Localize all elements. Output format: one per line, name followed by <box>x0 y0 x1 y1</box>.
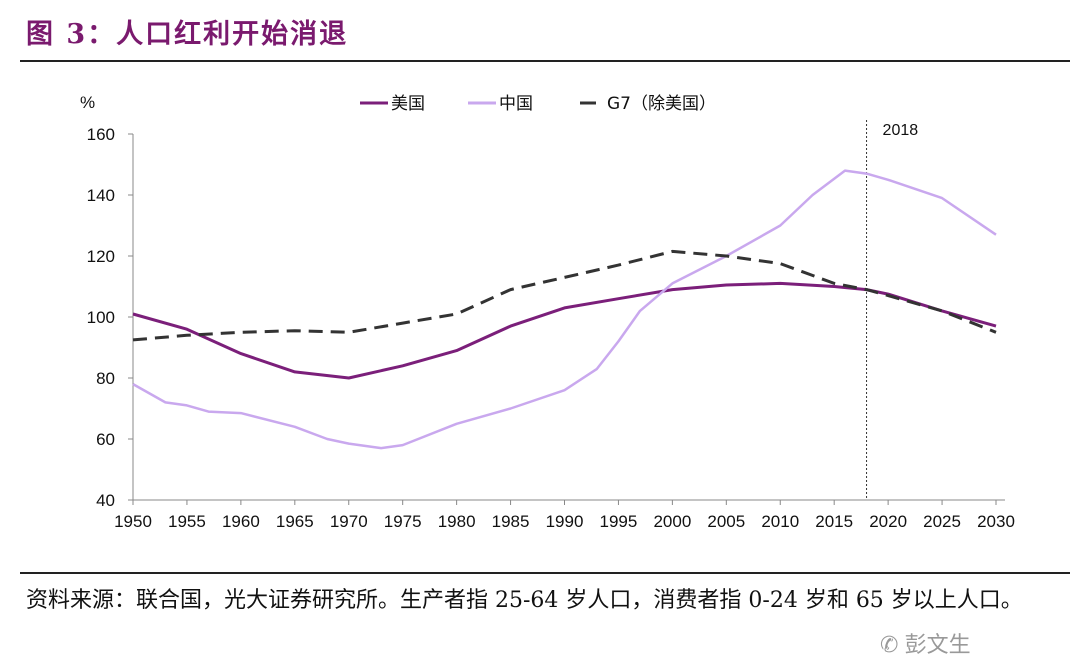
x-tick-label: 2000 <box>653 512 691 531</box>
figure-title: 图 3：人口红利开始消退 <box>26 19 349 50</box>
x-tick-label: 2030 <box>977 512 1015 531</box>
y-tick-label: 100 <box>87 308 115 327</box>
x-tick-label: 1995 <box>600 512 638 531</box>
y-tick-label: 40 <box>96 491 115 510</box>
x-tick-label: 2015 <box>815 512 853 531</box>
legend-label: 美国 <box>391 94 425 114</box>
x-tick-label: 1950 <box>114 512 152 531</box>
x-tick-label: 1990 <box>546 512 584 531</box>
title-rule <box>20 60 1070 62</box>
y-tick-label: 140 <box>87 186 115 205</box>
x-tick-label: 2025 <box>923 512 961 531</box>
x-tick-label: 1965 <box>276 512 314 531</box>
y-tick-label: 60 <box>96 430 115 449</box>
x-tick-label: 2020 <box>869 512 907 531</box>
series-line-2 <box>132 249 997 342</box>
x-tick-label: 2005 <box>707 512 745 531</box>
line-chart: 40 60 80 100 120 140 160 1950 1955 1960 1965 1970 19… <box>80 93 1015 531</box>
x-tick-label: 1955 <box>168 512 206 531</box>
wechat-icon: ✆ <box>880 632 899 657</box>
watermark: ✆ 彭文生 <box>880 630 971 660</box>
annotation-label: 2018 <box>883 122 919 139</box>
y-axis-unit: % <box>80 93 95 112</box>
footer-rule <box>20 572 1070 574</box>
watermark-text: 彭文生 <box>904 632 971 657</box>
y-tick-label: 120 <box>87 247 115 266</box>
legend-label: 中国 <box>499 94 533 114</box>
x-tick-label: 1985 <box>492 512 530 531</box>
source-note: 资料来源：联合国，光大证券研究所。生产者指 25-64 岁人口，消费者指 0-2… <box>26 588 1023 613</box>
x-tick-label: 1980 <box>438 512 476 531</box>
x-tick-label: 2010 <box>761 512 799 531</box>
y-tick-label: 80 <box>96 369 115 388</box>
y-tick-label: 160 <box>87 125 115 144</box>
x-tick-label: 1975 <box>384 512 422 531</box>
x-tick-label: 1970 <box>330 512 368 531</box>
series-line-1 <box>132 169 997 450</box>
x-tick-label: 1960 <box>222 512 260 531</box>
legend-label: G7（除美国） <box>607 94 716 114</box>
